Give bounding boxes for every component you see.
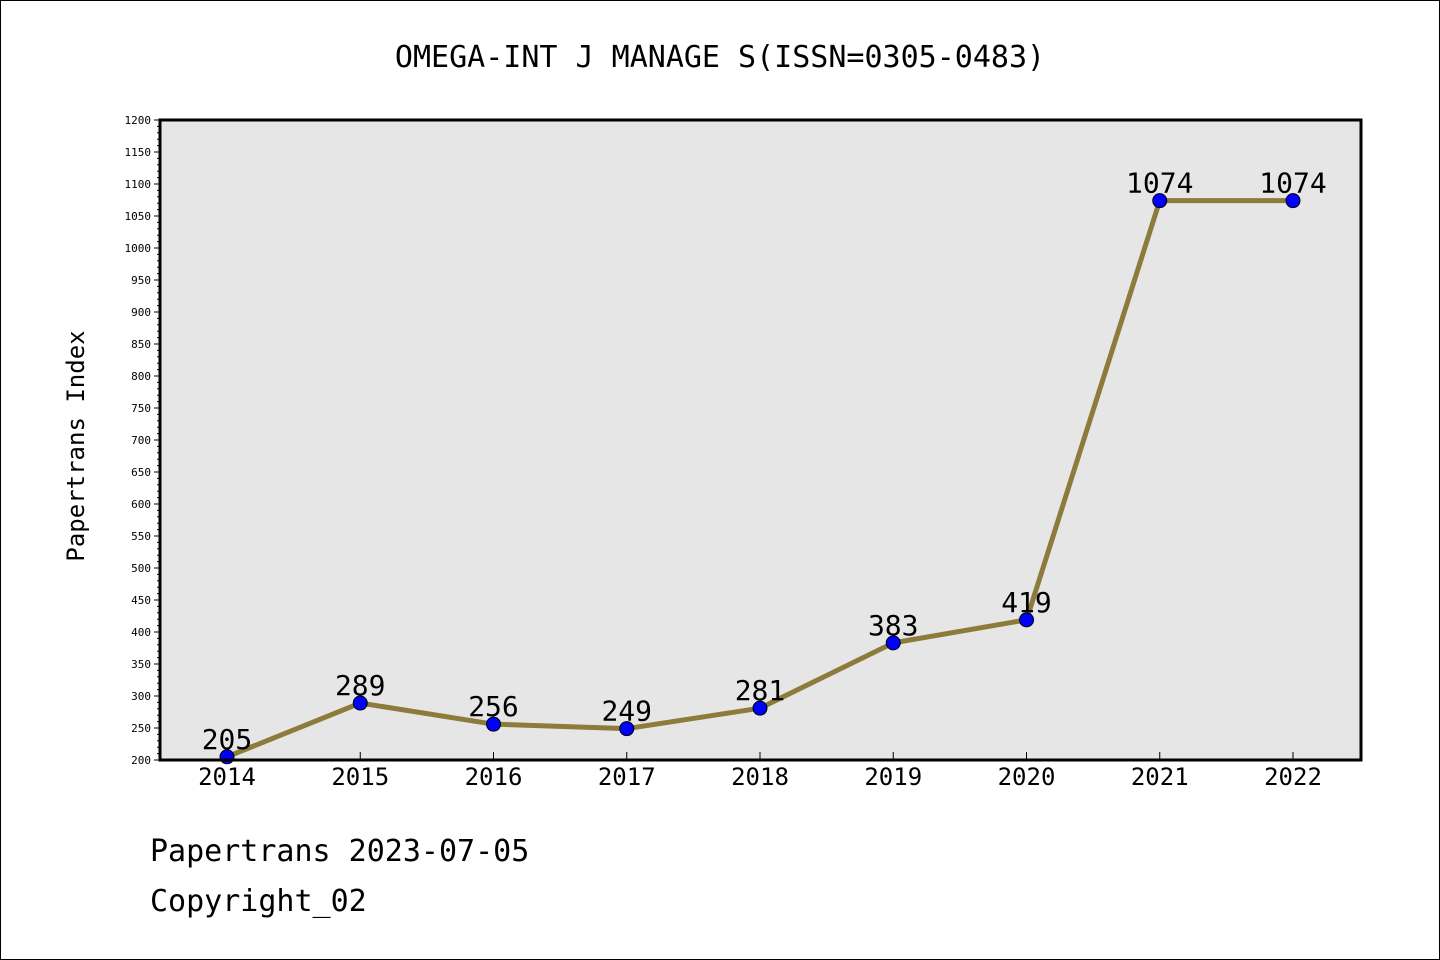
y-tick-label: 850 — [131, 338, 151, 351]
data-point-marker — [486, 716, 501, 732]
data-label: 383 — [868, 609, 919, 642]
y-axis-label: Papertrans Index — [62, 330, 90, 561]
data-label: 256 — [468, 690, 519, 723]
y-axis: 200 250 300 350 400 450 500 550 600 650 700 750 800 8… — [125, 114, 160, 767]
data-point-marker — [619, 721, 635, 737]
chart-title: OMEGA-INT J MANAGE S(ISSN=0305-0483) — [395, 40, 1045, 75]
y-tick-label: 900 — [131, 306, 151, 319]
data-label: 281 — [735, 674, 786, 707]
y-tick-label: 950 — [131, 274, 151, 287]
footer-date: Papertrans 2023-07-05 — [150, 834, 530, 869]
data-label: 1074 — [1259, 167, 1326, 200]
data-point-marker — [352, 695, 368, 711]
data-label: 205 — [202, 723, 253, 756]
plot-border — [158, 118, 1363, 762]
plot-area — [160, 120, 1361, 760]
y-tick-label: 250 — [131, 722, 151, 735]
y-tick-label: 650 — [131, 466, 151, 479]
y-tick-label: 1150 — [125, 146, 152, 159]
data-label: 419 — [1001, 586, 1052, 619]
x-tick-label: 2019 — [864, 763, 922, 791]
y-tick-label: 450 — [131, 594, 151, 607]
x-tick-label: 2014 — [198, 763, 256, 791]
x-tick-label: 2022 — [1264, 763, 1322, 791]
data-point-marker — [885, 635, 901, 651]
y-tick-label: 350 — [131, 658, 151, 671]
data-label: 289 — [335, 669, 386, 702]
footer-copyright: Copyright_02 — [150, 884, 367, 919]
x-tick-label: 2017 — [598, 763, 656, 791]
y-tick-label: 200 — [131, 754, 151, 767]
x-axis: 2014 2015 2016 2017 2018 2019 2020 2021 2022 — [198, 752, 1322, 791]
data-point-marker — [752, 700, 768, 716]
x-tick-label: 2020 — [998, 763, 1056, 791]
data-labels: 205 289 256 249 281 383 419 1074 1074 — [202, 167, 1327, 756]
data-point-marker — [1152, 193, 1168, 209]
data-label: 249 — [601, 695, 652, 728]
y-tick-label: 700 — [131, 434, 151, 447]
x-tick-label: 2016 — [465, 763, 523, 791]
y-tick-label: 750 — [131, 402, 151, 415]
y-tick-label: 1050 — [125, 210, 152, 223]
y-tick-label: 600 — [131, 498, 151, 511]
y-tick-label: 1000 — [125, 242, 152, 255]
x-tick-label: 2015 — [331, 763, 389, 791]
y-tick-label: 800 — [131, 370, 151, 383]
x-tick-label: 2021 — [1131, 763, 1189, 791]
x-tick-label: 2018 — [731, 763, 789, 791]
y-tick-label: 300 — [131, 690, 151, 703]
y-tick-label: 550 — [131, 530, 151, 543]
data-label: 1074 — [1126, 167, 1193, 200]
y-tick-label: 500 — [131, 562, 151, 575]
y-tick-label: 400 — [131, 626, 151, 639]
data-point-marker — [1019, 612, 1034, 628]
data-point-marker — [1285, 193, 1301, 209]
y-tick-label: 1200 — [125, 114, 152, 127]
y-tick-label: 1100 — [125, 178, 152, 191]
